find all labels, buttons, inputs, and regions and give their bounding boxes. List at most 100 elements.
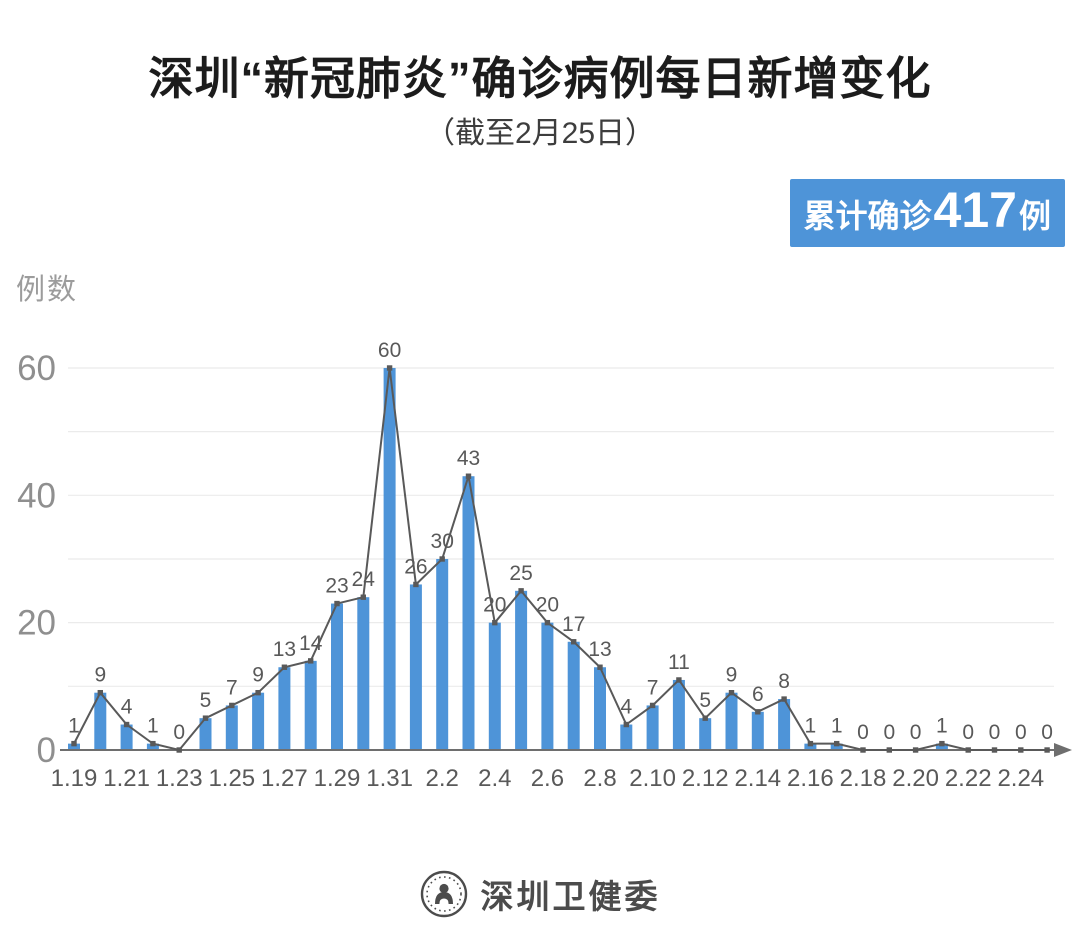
bar [646, 705, 659, 750]
line-marker [334, 600, 340, 607]
line-marker [413, 581, 419, 588]
x-tick-label: 1.23 [156, 765, 203, 792]
data-label: 13 [273, 638, 296, 661]
line-marker [597, 664, 603, 670]
footer-brand: 深圳卫健委 [0, 870, 1080, 918]
data-label: 1 [805, 715, 817, 738]
data-label: 23 [325, 575, 348, 598]
bar [146, 743, 159, 750]
line-marker [649, 702, 656, 709]
bar [699, 718, 712, 750]
bar [725, 692, 738, 750]
line-marker [518, 588, 524, 594]
line-marker [886, 747, 892, 753]
line-marker [176, 747, 182, 753]
x-tick-label: 1.21 [103, 765, 150, 792]
line-marker [755, 709, 761, 715]
line-marker [439, 556, 445, 562]
data-label: 9 [94, 664, 106, 687]
data-label: 8 [778, 670, 790, 693]
y-tick-label: 0 [37, 731, 56, 770]
bar [304, 660, 317, 750]
x-tick-label: 2.14 [734, 765, 781, 792]
x-tick-label: 2.24 [997, 765, 1044, 792]
bar [620, 724, 633, 750]
x-tick-label: 2.18 [840, 765, 887, 792]
bar [778, 699, 791, 750]
footer-brand-text: 深圳卫健委 [480, 878, 661, 915]
bar [120, 724, 133, 750]
data-label: 25 [509, 562, 532, 585]
badge-total-value: 417 [933, 182, 1017, 238]
bar [409, 584, 422, 750]
line-marker [860, 747, 866, 753]
badge-suffix-label: 例 [1018, 198, 1051, 234]
bar [331, 603, 343, 750]
bar [252, 692, 265, 750]
data-label: 9 [252, 664, 264, 687]
line-marker [1044, 747, 1050, 753]
data-label: 4 [620, 696, 632, 719]
line-marker [308, 658, 314, 664]
data-label: 60 [378, 339, 401, 362]
bar [804, 743, 817, 750]
line-marker [623, 721, 629, 728]
data-label: 20 [483, 594, 506, 617]
data-label: 0 [910, 721, 922, 744]
data-label: 7 [226, 676, 238, 699]
data-label: 0 [857, 721, 869, 744]
page-subtitle: （截至2月25日） [424, 117, 656, 150]
line-marker [1018, 747, 1024, 753]
x-tick-label: 2.16 [787, 765, 834, 792]
line-marker [386, 365, 393, 371]
y-tick-label: 40 [17, 476, 56, 515]
data-label: 0 [173, 721, 185, 744]
bar [68, 743, 80, 750]
bar [436, 558, 449, 750]
x-tick-label: 1.27 [261, 765, 308, 792]
data-label: 6 [752, 683, 764, 706]
x-tick-label: 2.12 [682, 765, 729, 792]
health-commission-seal-icon [420, 870, 467, 918]
y-axis-title: 例数 [16, 274, 79, 306]
data-label: 1 [68, 715, 80, 738]
daily-new-cases-chart: 0 20 40 60 1 9 4 1 0 5 7 9 13 14 23 24 60 26 30 43 20 25 20 17 1… [0, 280, 1080, 840]
data-label: 14 [299, 632, 323, 655]
bar [488, 622, 501, 750]
badge-prefix-label: 累计确诊 [803, 198, 932, 234]
line-marker [281, 664, 288, 670]
data-label: 17 [562, 613, 585, 636]
bar [462, 476, 475, 750]
line-marker [912, 747, 919, 753]
data-label: 43 [457, 447, 480, 470]
bar [672, 679, 685, 750]
line-marker [202, 715, 209, 721]
bar [515, 590, 528, 750]
line-marker [492, 619, 498, 626]
bar [199, 718, 212, 750]
data-label: 1 [831, 715, 843, 738]
x-tick-label: 2.10 [629, 765, 676, 792]
data-label: 0 [1041, 721, 1053, 744]
line-marker [360, 594, 366, 600]
data-label: 26 [404, 555, 427, 578]
data-label: 30 [431, 530, 454, 553]
data-label: 24 [352, 568, 376, 591]
x-tick-label: 2.8 [583, 765, 616, 792]
y-tick-label: 20 [17, 604, 56, 643]
line-marker [465, 473, 472, 479]
data-label: 0 [989, 721, 1001, 744]
line-marker [834, 740, 840, 747]
data-label: 7 [647, 676, 659, 699]
x-tick-label: 1.29 [314, 765, 361, 792]
line-marker [702, 715, 708, 721]
line-marker [728, 689, 735, 696]
data-label: 9 [726, 664, 738, 687]
cumulative-total-badge: 累计确诊 417 例 [789, 179, 1065, 247]
y-tick-label: 60 [17, 349, 56, 388]
x-tick-label: 2.22 [945, 765, 992, 792]
bar [751, 711, 764, 750]
bar [541, 622, 554, 750]
x-tick-label: 1.31 [366, 765, 413, 792]
